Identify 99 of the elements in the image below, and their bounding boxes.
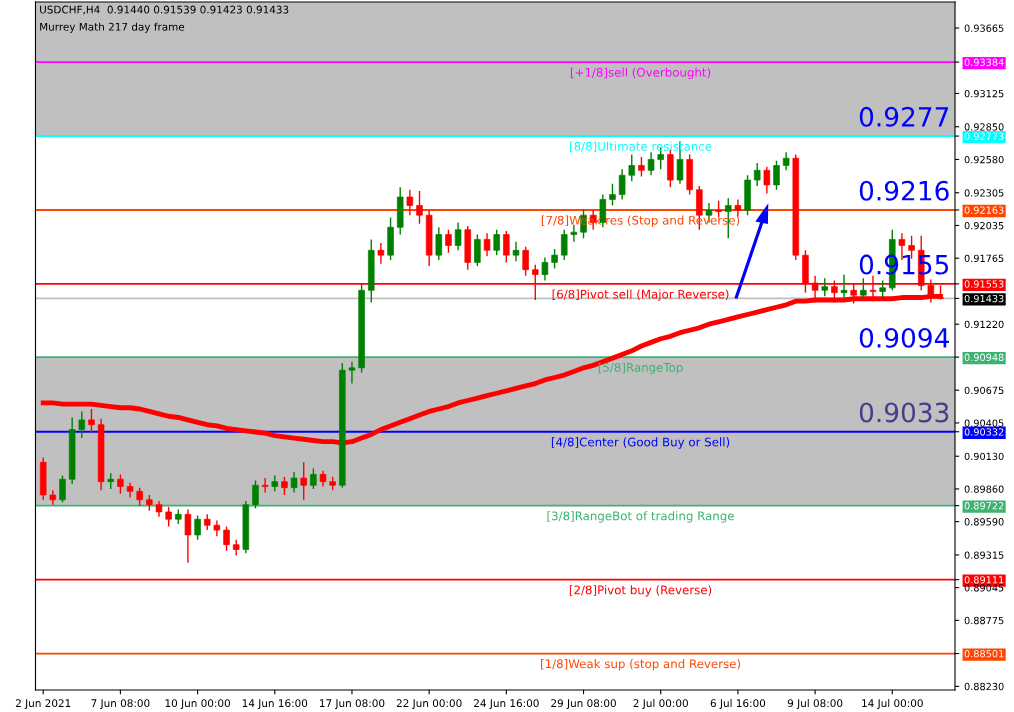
- y-tick-label: 0.91433: [964, 294, 1004, 303]
- candlestick: [560, 229, 568, 261]
- candlestick: [261, 477, 269, 494]
- candlestick: [310, 467, 317, 490]
- y-tick-label: 0.91765: [964, 254, 1004, 263]
- y-tick-label: 0.92580: [964, 155, 1004, 164]
- y-tick-label: 0.90332: [964, 428, 1004, 436]
- y-tick-label: 0.88230: [964, 682, 1004, 691]
- candlestick: [522, 245, 529, 277]
- candlestick: [647, 151, 655, 176]
- y-tick-label: 0.89111: [964, 576, 1004, 584]
- y-tick-label: 0.89722: [964, 502, 1004, 510]
- x-tick-label: 14 Jun 16:00: [242, 699, 308, 710]
- annotation: 0.9033: [859, 402, 949, 423]
- annotation: 0.9094: [859, 327, 949, 348]
- y-tick-label: 0.91553: [964, 280, 1004, 288]
- candlestick: [281, 476, 288, 496]
- candlestick: [618, 168, 626, 201]
- y-tick-label: 0.92163: [964, 206, 1004, 214]
- candlestick: [435, 226, 443, 261]
- candlestick: [59, 474, 66, 503]
- candlestick: [570, 224, 578, 243]
- candlestick: [416, 190, 423, 225]
- y-tick-label: 0.91220: [964, 320, 1004, 329]
- candlestick: [88, 408, 95, 434]
- y-tick-label: 0.89590: [964, 518, 1004, 526]
- candlestick: [512, 241, 520, 262]
- candlestick: [840, 273, 848, 300]
- candlestick: [483, 232, 491, 258]
- ref-line-label: [3/8]RangeBot of trading Range: [547, 511, 734, 523]
- candlestick: [503, 230, 510, 264]
- ref-line-label: [5/8]RangeTop: [598, 362, 683, 375]
- ref-line-label: [+1/8]sell (Overbought): [570, 67, 711, 80]
- candlestick: [136, 487, 143, 507]
- x-tick-label: 29 Jun 08:00: [551, 699, 616, 710]
- x-tick-label: 9 Jul 08:00: [787, 699, 843, 710]
- y-tick-label: 0.93665: [964, 24, 1004, 32]
- candlestick: [252, 479, 259, 510]
- chart-title: USDCHF,H4 0.91440 0.91539 0.91423 0.91433: [40, 5, 289, 15]
- candlestick: [165, 506, 172, 528]
- candlestick: [821, 277, 828, 298]
- y-tick-label: 0.90405: [964, 419, 1004, 427]
- candlestick: [117, 473, 124, 495]
- candlestick: [300, 461, 307, 501]
- y-tick-label: 0.88501: [964, 650, 1004, 658]
- y-tick-label: 0.92305: [964, 189, 1004, 197]
- y-tick-label: 0.92850: [964, 123, 1004, 131]
- candlestick: [773, 159, 780, 191]
- y-tick-label: 0.93125: [964, 89, 1004, 98]
- y-tick-label: 0.92035: [964, 221, 1004, 230]
- x-tick-label: 2 Jun 2021: [15, 699, 71, 710]
- candlestick: [609, 182, 616, 207]
- annotation: 0.9277: [859, 106, 949, 127]
- y-tick-label: 0.89860: [964, 485, 1004, 493]
- candlestick: [599, 193, 607, 228]
- x-tick-label: 22 Jun 00:00: [396, 699, 462, 710]
- ref-line-label: [4/8]Center (Good Buy or Sell): [551, 437, 730, 449]
- x-tick-label: 17 Jun 08:00: [320, 699, 385, 710]
- ref-line-label: [2/8]Pivot buy (Reverse): [569, 585, 712, 597]
- y-tick-label: 0.88775: [964, 616, 1004, 625]
- candlestick: [638, 156, 645, 178]
- x-tick-label: 14 Jul 00:00: [862, 699, 923, 710]
- candlestick: [290, 471, 298, 494]
- candlestick: [445, 229, 452, 254]
- candlestick: [454, 221, 462, 252]
- y-tick-label: 0.89315: [964, 551, 1004, 559]
- candlestick: [232, 539, 240, 557]
- y-tick-label: 0.90130: [964, 452, 1004, 461]
- candlestick: [377, 242, 385, 265]
- x-tick-label: 7 Jun 08:00: [91, 699, 150, 710]
- candlestick: [49, 489, 57, 506]
- y-tick-label: 0.90948: [964, 353, 1004, 361]
- candlestick: [213, 519, 221, 537]
- text: Murrey Math 217 day frame: [40, 22, 185, 33]
- y-tick-label: 0.93384: [964, 58, 1004, 66]
- candlestick: [753, 162, 761, 187]
- candlestick: [551, 248, 558, 270]
- candlestick: [782, 151, 790, 172]
- candlestick: [860, 277, 867, 301]
- y-tick-label: 0.92773: [964, 132, 1004, 140]
- candlestick: [184, 508, 192, 564]
- candlestick: [474, 233, 481, 267]
- candlestick: [493, 229, 500, 256]
- x-tick-label: 2 Jul 00:00: [633, 699, 688, 710]
- candlestick: [406, 189, 414, 216]
- x-tick-label: 6 Jul 16:00: [710, 699, 766, 710]
- x-tick-label: 10 Jun 00:00: [165, 699, 230, 710]
- y-tick-label: 0.90675: [964, 386, 1004, 395]
- candlestick: [194, 514, 201, 541]
- candlestick: [223, 525, 230, 552]
- ref-line-label: [1/8]Weak sup (stop and Reverse): [541, 659, 741, 671]
- x-tick-label: 24 Jun 16:00: [474, 699, 539, 710]
- annotation: 0.9216: [859, 180, 949, 201]
- candlestick: [348, 361, 356, 385]
- candlestick: [628, 153, 636, 182]
- candlestick: [763, 166, 771, 195]
- ref-line-label: [6/8]Pivot sell (Major Reverse): [552, 289, 729, 301]
- candlestick: [78, 410, 86, 439]
- candlestick: [541, 256, 549, 282]
